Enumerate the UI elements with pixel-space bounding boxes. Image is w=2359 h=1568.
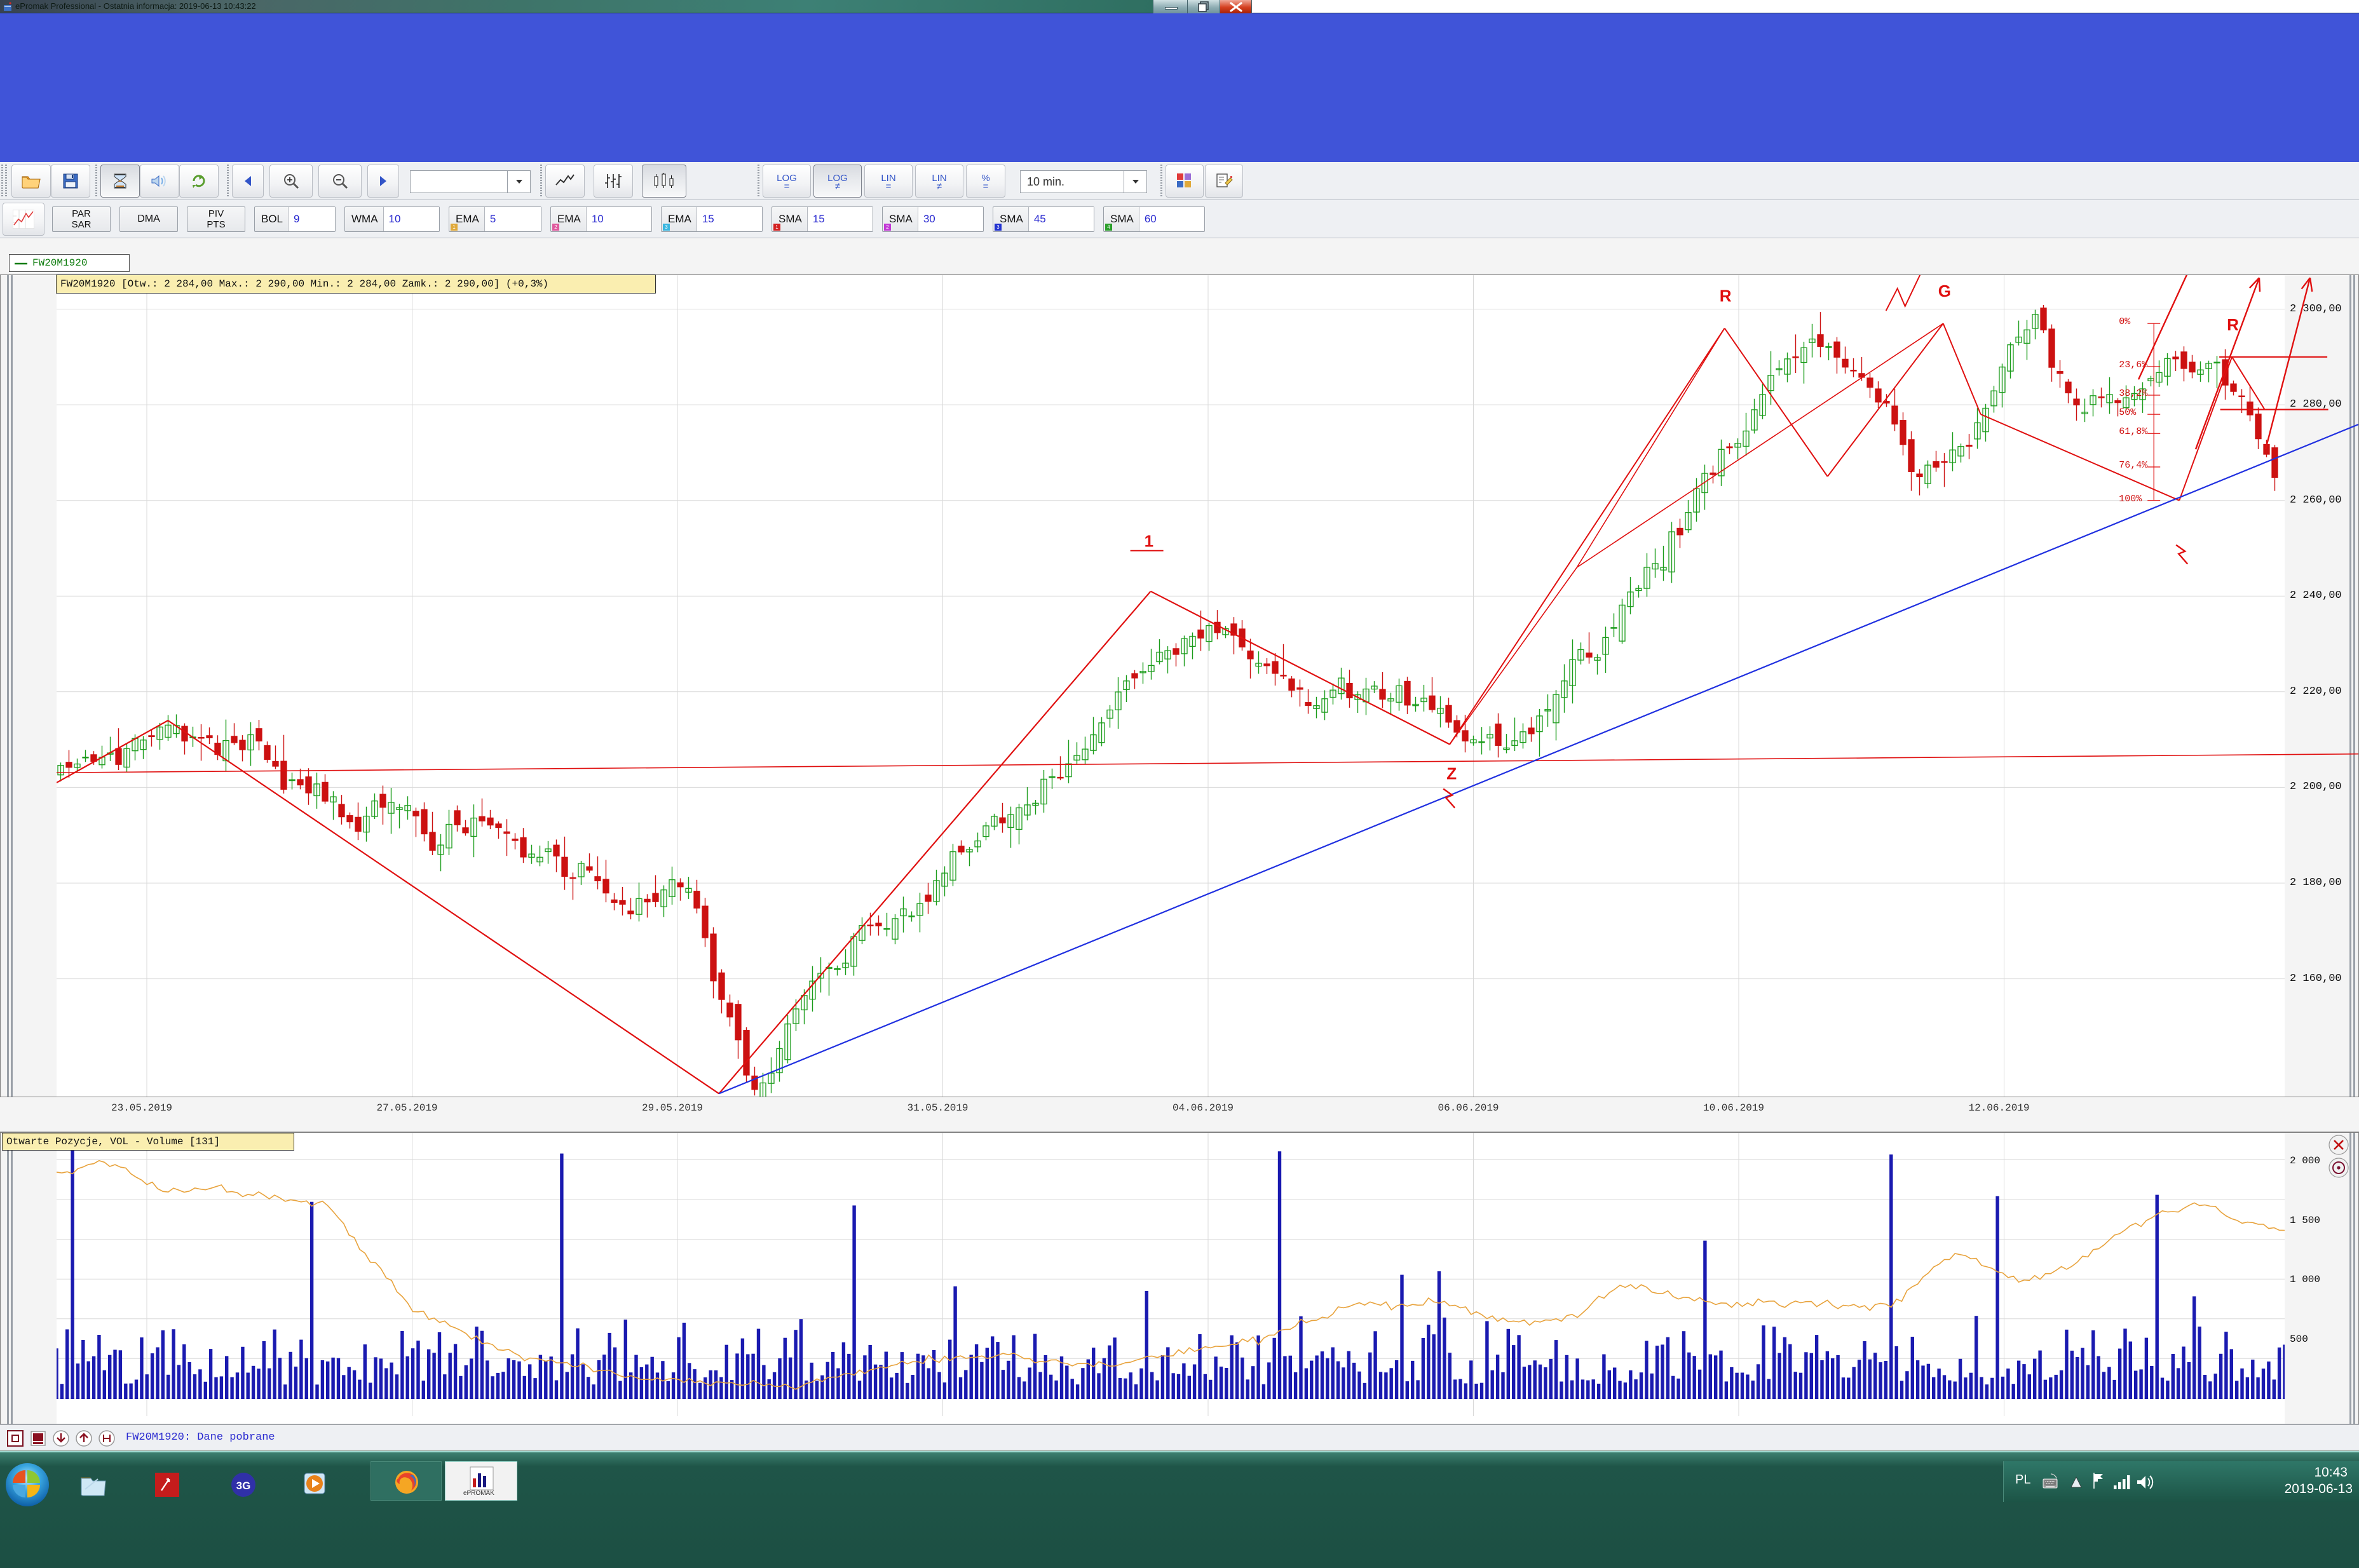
svg-text:3G: 3G — [236, 1480, 251, 1492]
